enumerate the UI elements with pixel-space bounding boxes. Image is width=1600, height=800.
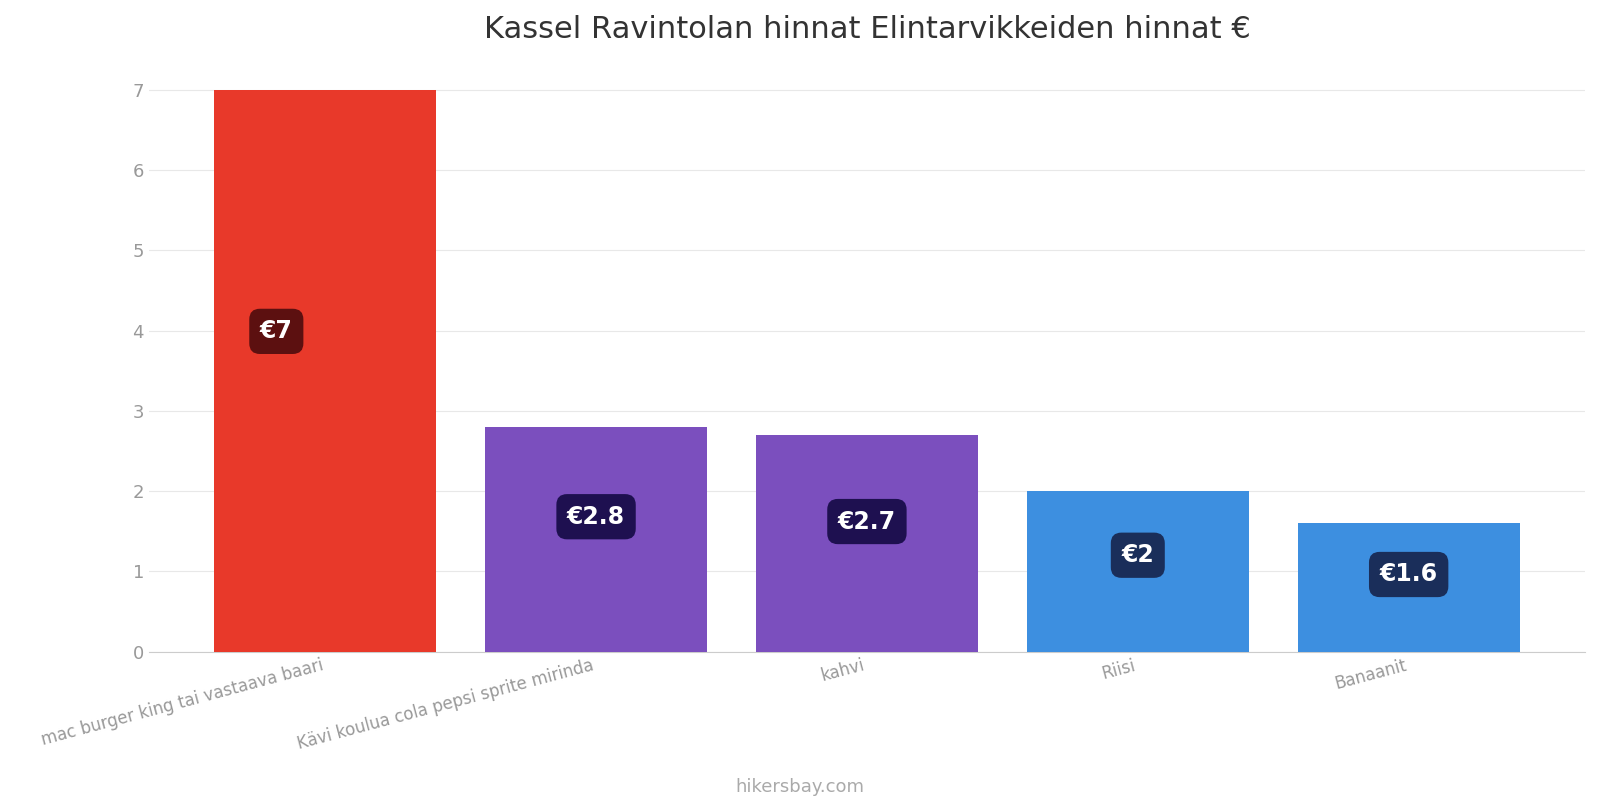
Text: €2: €2: [1122, 543, 1154, 567]
Bar: [755, 435, 978, 651]
Title: Kassel Ravintolan hinnat Elintarvikkeiden hinnat €: Kassel Ravintolan hinnat Elintarvikkeide…: [483, 15, 1250, 44]
Bar: [1027, 491, 1250, 651]
Text: €1.6: €1.6: [1379, 562, 1438, 586]
Text: €2.7: €2.7: [838, 510, 896, 534]
Text: €7: €7: [259, 319, 293, 343]
Bar: [214, 90, 437, 651]
Bar: [1298, 523, 1520, 651]
Bar: [485, 427, 707, 651]
Text: €2.8: €2.8: [566, 505, 626, 529]
Text: hikersbay.com: hikersbay.com: [736, 778, 864, 796]
